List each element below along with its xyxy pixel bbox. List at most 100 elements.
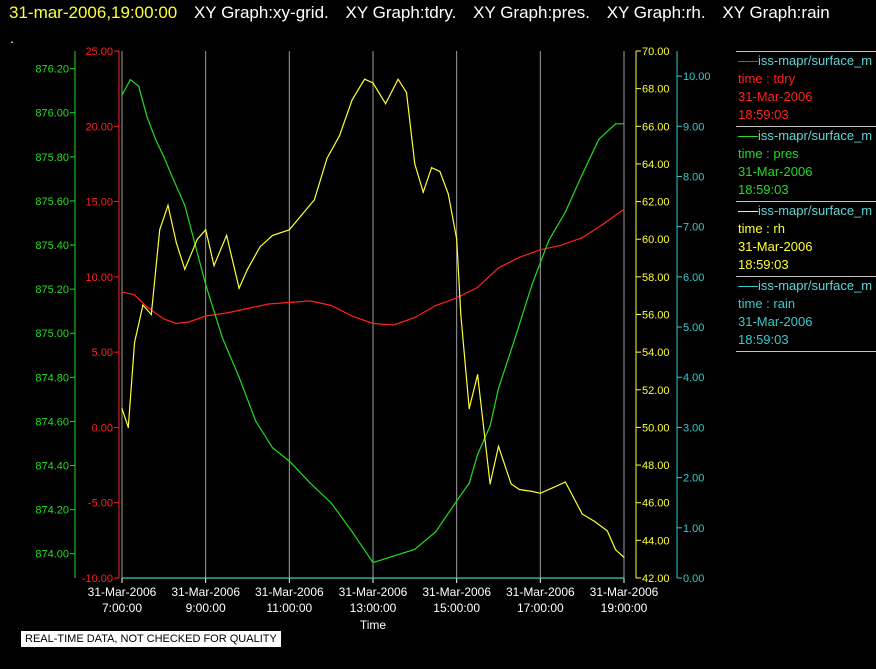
data-point-rh [447, 193, 449, 195]
data-point-rh [326, 157, 328, 159]
rh-tick-label: 42.00 [642, 573, 670, 585]
legend-entry[interactable]: iss-mapr/surface_m time : pres 31-Mar-2006… [736, 126, 876, 201]
data-point-rh [539, 492, 541, 494]
legend-entry[interactable]: iss-mapr/surface_m time : tdry 31-Mar-2006… [736, 51, 876, 126]
data-point-tdry [246, 307, 249, 310]
legend-variable: time : tdry [738, 71, 796, 86]
pres-tick-label: 875.40 [35, 240, 69, 252]
series-pres [121, 78, 624, 564]
data-point-rain [623, 577, 625, 579]
x-axis-label: Time [360, 618, 387, 632]
x-tick-label: 13:00:00 [350, 601, 397, 615]
data-point-pres [272, 447, 274, 449]
data-point-tdry [581, 237, 583, 239]
data-point-rh [384, 103, 387, 105]
data-point-tdry [623, 208, 625, 210]
pres-tick-label: 874.40 [35, 461, 69, 473]
rain-tick-label: 7.00 [683, 222, 704, 234]
data-point-rh [225, 234, 228, 237]
data-point-rh [121, 408, 123, 410]
data-point-rh [159, 229, 161, 231]
rain-tick-label: 5.00 [683, 322, 704, 334]
rh-tick-label: 52.00 [642, 385, 670, 397]
data-point-rh [246, 268, 249, 270]
data-point-rh [497, 445, 500, 447]
legend-time: 18:59:03 [738, 107, 789, 122]
data-point-tdry [456, 297, 458, 299]
data-point-rh [301, 214, 303, 216]
data-point-pres [163, 156, 165, 158]
data-point-rh [372, 82, 374, 84]
legend-date: 31-Mar-2006 [738, 314, 813, 329]
tdry-tick-label: 5.00 [92, 347, 113, 359]
graph-title-rain[interactable]: XY Graph:rain [722, 3, 830, 22]
graph-title-rh[interactable]: XY Graph:rh. [606, 3, 706, 22]
data-point-pres [171, 176, 173, 178]
legend-time: 18:59:03 [738, 257, 789, 272]
data-point-pres [581, 173, 583, 176]
rain-tick-label: 8.00 [683, 171, 704, 183]
legend-swatch [738, 211, 758, 213]
pres-tick-label: 875.00 [35, 328, 69, 340]
rh-tick-label: 46.00 [642, 498, 670, 510]
x-tick-label: 31-Mar-2006 [339, 585, 408, 599]
tdry-tick-label: 10.00 [85, 272, 113, 284]
data-point-tdry [225, 312, 228, 314]
data-point-rh [594, 520, 596, 523]
data-point-tdry [372, 322, 374, 325]
rain-tick-label: 2.00 [683, 473, 704, 485]
legend-entry[interactable]: iss-mapr/surface_m time : rh 31-Mar-2006 18… [736, 201, 876, 276]
legend-swatch [738, 61, 758, 63]
data-point-rh [518, 488, 521, 491]
data-point-rh [439, 170, 441, 173]
data-point-rh [196, 238, 198, 240]
data-point-rh [422, 191, 424, 193]
pres-tick-label: 875.20 [35, 284, 69, 296]
timestamp: 31-mar-2006,19:00:00 [9, 3, 178, 22]
rain-tick-label: 9.00 [683, 121, 704, 133]
data-point-rh [489, 483, 491, 485]
data-point-rh [510, 483, 512, 485]
data-point-pres [205, 284, 207, 286]
graph-title-xy-grid[interactable]: XY Graph:xy-grid. [193, 3, 329, 22]
x-tick-label: 9:00:00 [186, 601, 226, 615]
tdry-tick-label: 25.00 [85, 46, 113, 58]
rh-tick-label: 70.00 [642, 46, 670, 58]
data-point-pres [351, 531, 353, 533]
data-point-tdry [288, 301, 290, 304]
data-point-rh [205, 229, 207, 231]
data-point-rh [127, 426, 129, 429]
data-point-pres [184, 204, 186, 206]
rain-tick-label: 3.00 [683, 422, 704, 434]
data-point-rh [272, 234, 274, 237]
x-tick-label: 17:00:00 [517, 601, 564, 615]
data-point-pres [138, 85, 140, 87]
data-point-tdry [539, 249, 541, 251]
data-point-pres [435, 531, 437, 533]
x-tick-label: 7:00:00 [102, 601, 142, 615]
rh-tick-label: 60.00 [642, 234, 670, 246]
data-point-tdry [393, 324, 395, 326]
pres-tick-label: 876.20 [35, 64, 69, 76]
pres-tick-label: 876.00 [35, 108, 69, 120]
data-point-rh [476, 374, 479, 376]
legend-variable: time : rain [738, 296, 796, 311]
tdry-tick-label: 15.00 [85, 197, 113, 209]
pres-tick-label: 874.20 [35, 505, 69, 517]
data-point-pres [288, 460, 290, 462]
data-point-pres [255, 420, 257, 423]
pres-tick-label: 874.80 [35, 372, 69, 384]
legend: iss-mapr/surface_m time : tdry 31-Mar-2006… [736, 51, 876, 354]
graph-title-pres[interactable]: XY Graph:pres. [473, 3, 590, 22]
graph-title-tdry[interactable]: XY Graph:tdry. [345, 3, 457, 22]
data-point-rh [581, 513, 583, 515]
rh-tick-label: 48.00 [642, 460, 670, 472]
data-point-tdry [518, 256, 521, 258]
data-point-rh [460, 313, 462, 316]
data-point-pres [129, 79, 131, 81]
rain-tick-label: 1.00 [683, 523, 704, 535]
legend-source: iss-mapr/surface_m [758, 278, 873, 293]
data-point-rh [238, 287, 240, 289]
